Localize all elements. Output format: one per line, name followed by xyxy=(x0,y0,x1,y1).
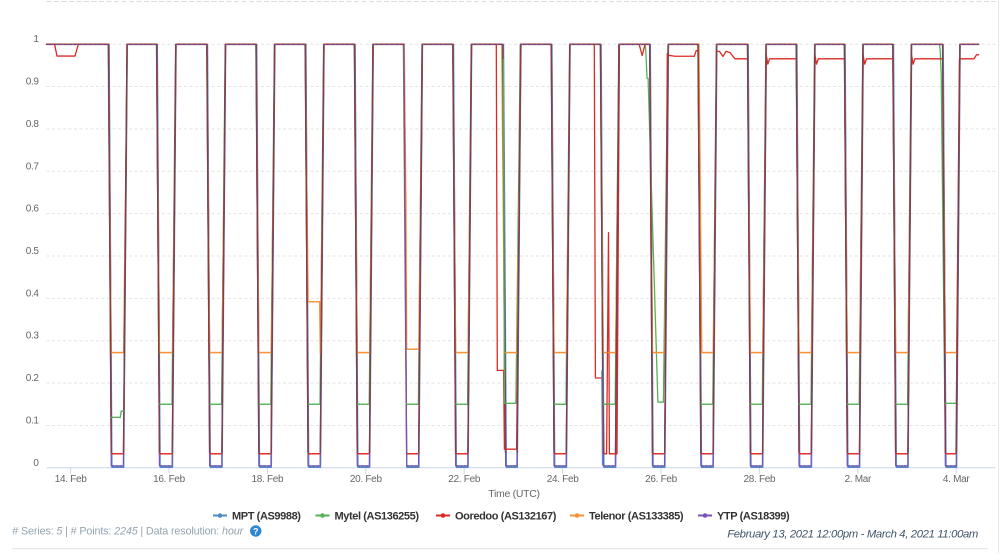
svg-text:14. Feb: 14. Feb xyxy=(55,474,88,485)
svg-text:0.7: 0.7 xyxy=(26,161,40,172)
svg-text:Mytel (AS136255): Mytel (AS136255) xyxy=(335,511,420,523)
svg-text:20. Feb: 20. Feb xyxy=(350,474,383,485)
svg-text:16. Feb: 16. Feb xyxy=(153,474,186,485)
svg-text:MPT (AS9988): MPT (AS9988) xyxy=(232,511,301,523)
svg-text:0: 0 xyxy=(33,458,39,469)
svg-text:Ooredoo (AS132167): Ooredoo (AS132167) xyxy=(455,511,557,523)
svg-text:24. Feb: 24. Feb xyxy=(547,474,580,485)
svg-text:1: 1 xyxy=(33,34,39,45)
svg-text:0.9: 0.9 xyxy=(26,77,40,88)
svg-text:0.2: 0.2 xyxy=(26,373,40,384)
svg-text:Telenor (AS133385): Telenor (AS133385) xyxy=(589,511,684,523)
svg-text:0.8: 0.8 xyxy=(26,119,40,130)
svg-text:28. Feb: 28. Feb xyxy=(743,474,776,485)
svg-text:22. Feb: 22. Feb xyxy=(448,474,481,485)
svg-text:YTP (AS18399): YTP (AS18399) xyxy=(717,511,790,523)
svg-text:0.5: 0.5 xyxy=(26,246,40,257)
svg-text:February 13, 2021 12:00pm - Ma: February 13, 2021 12:00pm - March 4, 202… xyxy=(727,528,978,540)
svg-text:4. Mar: 4. Mar xyxy=(943,474,971,485)
svg-text:Time (UTC): Time (UTC) xyxy=(488,488,539,500)
svg-text:0.3: 0.3 xyxy=(26,331,40,342)
svg-text:0.1: 0.1 xyxy=(26,415,40,426)
svg-text:0.6: 0.6 xyxy=(26,204,40,215)
svg-text:# Series: 5 | # Points: 2245 |: # Series: 5 | # Points: 2245 | Data reso… xyxy=(12,526,243,538)
svg-text:2. Mar: 2. Mar xyxy=(845,474,873,485)
svg-text:26. Feb: 26. Feb xyxy=(645,474,678,485)
svg-text:0.4: 0.4 xyxy=(26,288,40,299)
svg-text:?: ? xyxy=(253,527,259,537)
svg-text:18. Feb: 18. Feb xyxy=(251,474,284,485)
